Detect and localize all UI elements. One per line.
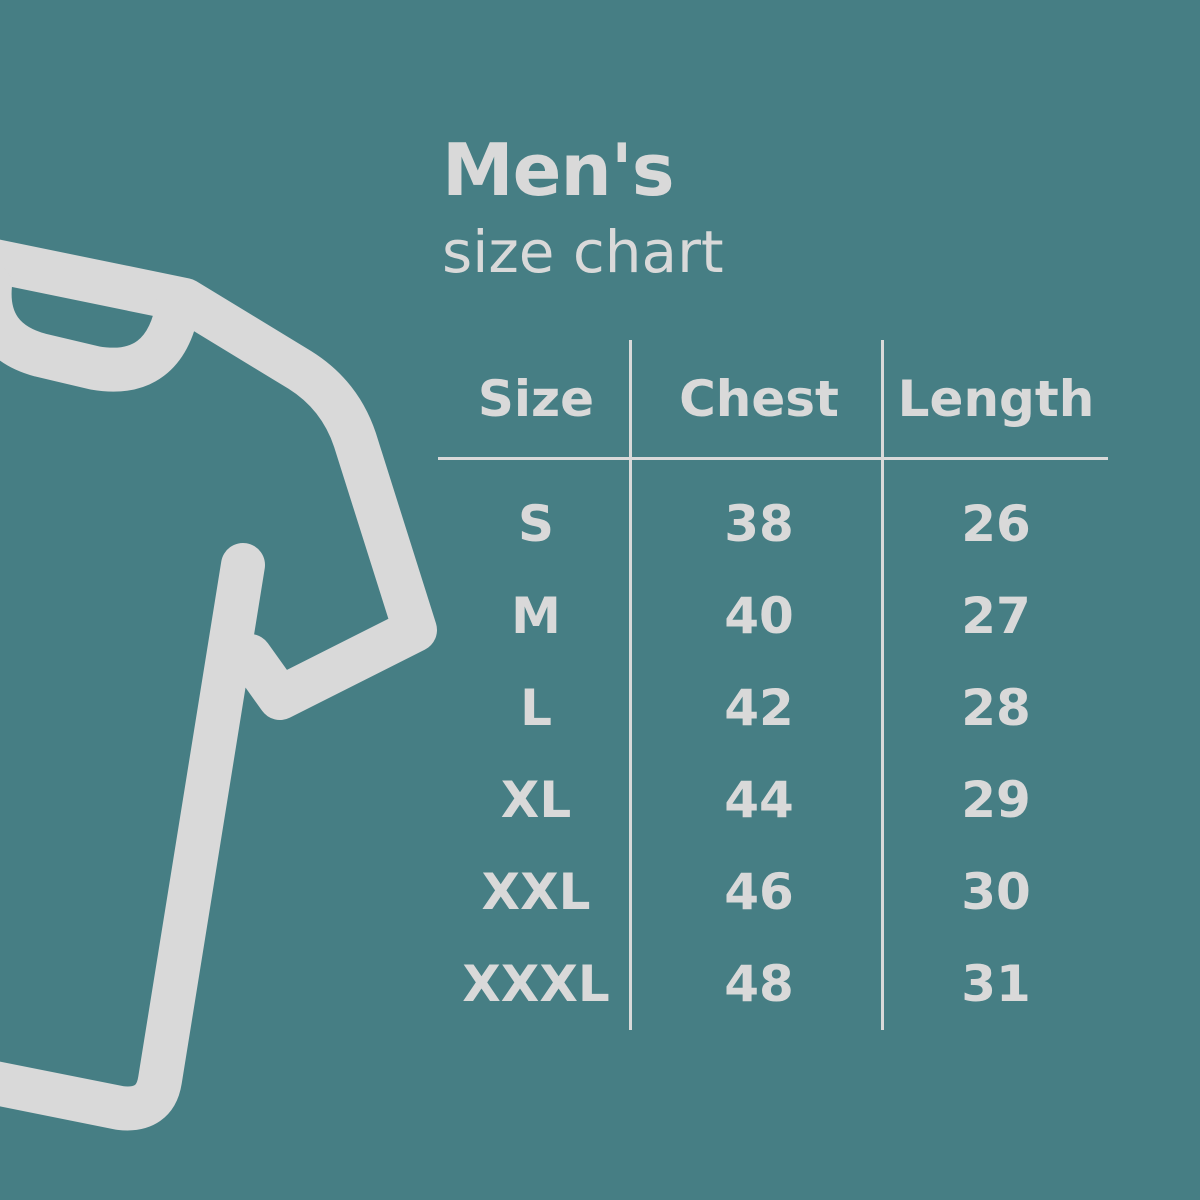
cell-chest: 38 xyxy=(724,495,794,553)
cell-chest: 48 xyxy=(724,955,794,1013)
page-title: Men's xyxy=(442,128,675,212)
size-table: Size Chest Length S 38 26 M 40 27 L 42 28 XL 44 29 X… xyxy=(438,340,1108,1030)
cell-size: S xyxy=(517,495,554,553)
cell-length: 26 xyxy=(961,495,1031,553)
cell-chest: 42 xyxy=(724,679,794,737)
column-divider xyxy=(881,340,884,1030)
cell-chest: 46 xyxy=(724,863,794,921)
header-divider xyxy=(438,457,1108,460)
cell-size: L xyxy=(520,679,552,737)
page-subtitle: size chart xyxy=(442,218,724,286)
cell-size: M xyxy=(511,587,561,645)
cell-length: 31 xyxy=(961,955,1031,1013)
cell-length: 29 xyxy=(961,771,1031,829)
cell-chest: 44 xyxy=(724,771,794,829)
cell-length: 27 xyxy=(961,587,1031,645)
cell-size: XXXL xyxy=(462,955,610,1013)
cell-length: 30 xyxy=(961,863,1031,921)
header-length: Length xyxy=(897,370,1095,428)
cell-size: XL xyxy=(500,771,572,829)
t-shirt-outline-icon xyxy=(0,239,437,1131)
column-divider xyxy=(629,340,632,1030)
header-size: Size xyxy=(477,370,595,428)
cell-size: XXL xyxy=(481,863,591,921)
cell-length: 28 xyxy=(961,679,1031,737)
header-chest: Chest xyxy=(679,370,839,428)
cell-chest: 40 xyxy=(724,587,794,645)
